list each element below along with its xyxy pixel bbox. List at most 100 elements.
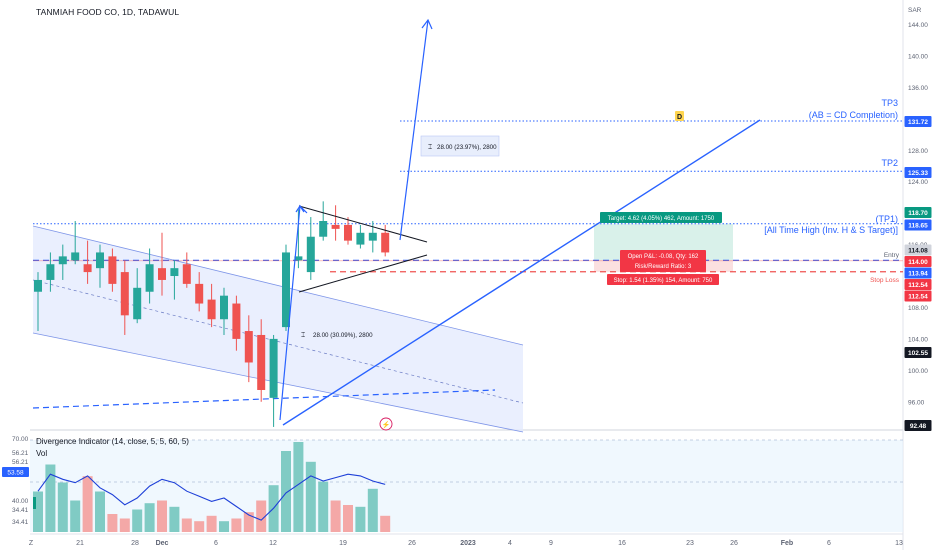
candle-body — [319, 221, 328, 237]
price-badge — [904, 420, 932, 431]
price-badge-label: 114.00 — [908, 259, 928, 266]
price-badge — [904, 279, 932, 290]
divergence-marker — [33, 497, 36, 509]
time-tick-label: 4 — [508, 540, 512, 547]
price-badge-label: 113.94 — [908, 271, 928, 278]
price-badge-label: 118.65 — [908, 223, 928, 230]
d-point-label: D — [677, 114, 682, 121]
volume-label[interactable]: Vol — [36, 449, 48, 458]
price-badge — [904, 167, 932, 178]
candle-body — [269, 338, 278, 398]
lightning-icon: ⚡ — [382, 420, 391, 429]
risk-reward-label: Risk/Reward Ratio: 3 — [635, 264, 692, 270]
candle-body — [158, 268, 166, 280]
candle-body — [331, 224, 340, 229]
price-badge-label: 114.08 — [908, 248, 928, 255]
oscillator-tick-label: 34.41 — [12, 519, 29, 526]
measure-bottom-label: 28.00 (30.09%), 2800 — [313, 332, 373, 339]
price-badge — [904, 219, 932, 231]
price-badge-label: 118.70 — [908, 210, 928, 217]
candle-body — [232, 303, 241, 339]
oscillator-tick-label: 56.21 — [12, 459, 29, 466]
price-tick-label: 136.00 — [908, 85, 928, 92]
measure-top-box — [420, 135, 500, 157]
triangle-upper-line — [298, 205, 428, 243]
price-badge-label: 92.48 — [910, 423, 927, 430]
cd-leg-arrow — [399, 19, 429, 241]
time-tick-label: 21 — [76, 540, 84, 547]
ab-arrowhead — [295, 204, 305, 213]
price-badge-label: 112.54 — [908, 294, 928, 301]
d-point-marker — [675, 111, 684, 121]
price-badge — [904, 207, 932, 218]
volume-bar — [219, 521, 229, 532]
measure-bottom-icon: ⌶ — [301, 332, 305, 339]
channel-mid-line — [32, 279, 524, 404]
candle-body — [71, 252, 80, 261]
price-tick-label: 100.00 — [908, 368, 928, 375]
candle-body — [257, 334, 266, 390]
time-tick-label: Z — [29, 540, 34, 547]
event-icon — [379, 417, 393, 431]
time-tick-label: 12 — [269, 540, 277, 547]
price-badge-label: 131.72 — [908, 119, 928, 126]
open-pnl-label: Open P&L: -0.08, Qty: 162 — [628, 254, 699, 260]
price-badge-label: 112.54 — [908, 282, 928, 289]
chart-title: TANMIAH FOOD CO, 1D, TADAWUL — [36, 7, 180, 17]
volume-bar — [343, 505, 353, 532]
volume-bar — [119, 518, 130, 532]
candle-body — [170, 268, 179, 277]
target-label-box — [600, 212, 722, 223]
volume-bar — [256, 500, 267, 532]
price-tick-label: 124.00 — [908, 179, 928, 186]
candle-body — [344, 224, 352, 241]
time-tick-label: 23 — [686, 540, 694, 547]
volume-bar — [95, 491, 105, 532]
oscillator-badge — [2, 467, 29, 477]
time-tick-label: 9 — [549, 540, 553, 547]
candle-body — [96, 252, 104, 269]
volume-bar — [181, 518, 192, 532]
volume-bar — [70, 500, 81, 532]
price-badge — [904, 290, 932, 302]
tp1-label: (TP1) — [876, 214, 899, 224]
stop-label-box — [607, 274, 719, 285]
candle-body — [207, 299, 216, 320]
volume-bar — [132, 509, 143, 532]
candle-body — [381, 232, 390, 253]
entry-label: Entry — [884, 252, 900, 259]
tp2-label: TP2 — [881, 158, 898, 168]
time-tick-label: Dec — [156, 540, 169, 547]
oscillator-tick-label: 34.41 — [12, 507, 29, 514]
candle-body — [368, 232, 377, 241]
descending-channel — [33, 226, 523, 432]
price-badge — [904, 116, 932, 127]
stop-label: Stop: 1.54 (1.35%) 154, Amount: 750 — [614, 278, 713, 284]
oscillator-tick-label: 56.21 — [12, 450, 29, 457]
volume-bar — [293, 442, 304, 532]
oscillator-tick-label: 70.00 — [12, 436, 29, 443]
price-tick-label: 108.00 — [908, 305, 928, 312]
volume-bar — [169, 506, 180, 532]
triangle-lower-line — [298, 254, 428, 293]
price-badge — [904, 256, 932, 267]
volume-bar — [355, 506, 366, 532]
divergence-indicator-label[interactable]: Divergence Indicator (14, close, 5, 5, 6… — [36, 437, 189, 446]
volume-bar — [231, 518, 242, 532]
time-tick-label: 6 — [827, 540, 831, 547]
candle-body — [133, 287, 142, 320]
measure-top-icon: ⌶ — [428, 144, 432, 151]
candle-body — [58, 256, 67, 265]
volume-bar — [206, 515, 217, 532]
volume-bar — [305, 461, 316, 532]
price-tick-label: 140.00 — [908, 53, 928, 60]
volume-bar — [243, 512, 254, 532]
volume-bar — [45, 464, 56, 532]
time-tick-label: 2023 — [460, 540, 476, 547]
measure-top-label: 28.00 (23.97%), 2800 — [437, 144, 497, 151]
price-tick-label: 144.00 — [908, 22, 928, 29]
candle-body — [195, 283, 204, 304]
time-tick-label: Feb — [781, 540, 793, 547]
candle-body — [108, 256, 117, 284]
